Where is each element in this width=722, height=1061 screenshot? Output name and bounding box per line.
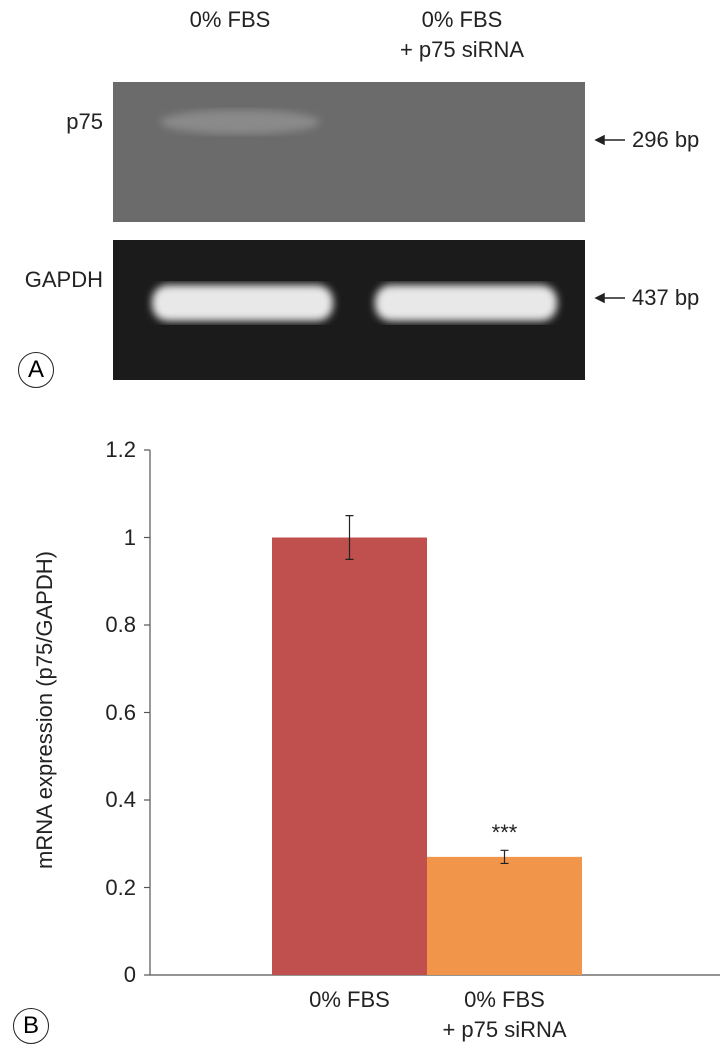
size-label: 296 bp xyxy=(632,127,700,152)
significance-label: *** xyxy=(491,820,518,846)
row-label: GAPDH xyxy=(24,267,103,292)
gel-band xyxy=(152,285,333,321)
y-tick-label: 0.2 xyxy=(105,874,136,900)
error-bar xyxy=(500,849,509,865)
x-tick-label: 0% FBS xyxy=(309,987,390,1012)
error-bar xyxy=(345,515,354,560)
size-label: 437 bp xyxy=(632,285,700,310)
row-label: p75 xyxy=(66,109,103,134)
bar xyxy=(272,537,427,975)
panel-label: A xyxy=(18,352,54,388)
lane-label: 0% FBS + p75 siRNA xyxy=(399,7,525,62)
y-tick-label: 0.6 xyxy=(105,699,136,725)
y-tick-label: 0.4 xyxy=(105,787,136,812)
lane-label: 0% FBS xyxy=(189,7,271,32)
y-tick-label: 0 xyxy=(123,962,136,987)
panel-label: B xyxy=(13,1008,49,1044)
y-tick-label: 1.2 xyxy=(105,437,136,462)
gel-p75 xyxy=(113,82,585,222)
arrows xyxy=(594,134,625,304)
gel-band xyxy=(160,110,320,134)
y-tick-label: 1 xyxy=(123,524,136,550)
gel-band xyxy=(375,285,557,321)
bar xyxy=(427,856,582,975)
y-tick-label: 0.8 xyxy=(105,612,136,637)
y-axis-label: mRNA expression (p75/GAPDH) xyxy=(32,551,57,869)
x-tick-label: 0% FBS + p75 siRNA xyxy=(442,987,567,1042)
